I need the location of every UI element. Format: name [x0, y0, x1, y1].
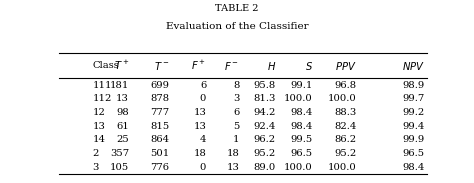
Text: Class: Class — [92, 61, 119, 70]
Text: 98.4: 98.4 — [291, 122, 313, 131]
Text: $S$: $S$ — [305, 60, 313, 72]
Text: $T^-$: $T^-$ — [154, 60, 169, 72]
Text: 95.2: 95.2 — [254, 149, 276, 158]
Text: 25: 25 — [116, 135, 129, 144]
Text: 13: 13 — [116, 94, 129, 103]
Text: 0: 0 — [200, 163, 206, 172]
Text: 99.2: 99.2 — [402, 108, 425, 117]
Text: 1: 1 — [233, 135, 239, 144]
Text: 112: 112 — [92, 94, 112, 103]
Text: 18: 18 — [193, 149, 206, 158]
Text: 111: 111 — [92, 81, 112, 90]
Text: 99.5: 99.5 — [291, 135, 313, 144]
Text: 3: 3 — [233, 94, 239, 103]
Text: TABLE 2: TABLE 2 — [215, 4, 259, 13]
Text: 100.0: 100.0 — [328, 163, 357, 172]
Text: 61: 61 — [116, 122, 129, 131]
Text: 12: 12 — [92, 108, 105, 117]
Text: 99.4: 99.4 — [402, 122, 425, 131]
Text: 3: 3 — [92, 163, 99, 172]
Text: 92.4: 92.4 — [254, 122, 276, 131]
Text: 5: 5 — [233, 122, 239, 131]
Text: 6: 6 — [233, 108, 239, 117]
Text: 357: 357 — [110, 149, 129, 158]
Text: 100.0: 100.0 — [328, 94, 357, 103]
Text: 98.9: 98.9 — [402, 81, 425, 90]
Text: 2: 2 — [92, 149, 99, 158]
Text: 99.9: 99.9 — [402, 135, 425, 144]
Text: $F^+$: $F^+$ — [191, 59, 206, 72]
Text: 864: 864 — [150, 135, 169, 144]
Text: 4: 4 — [200, 135, 206, 144]
Text: 13: 13 — [193, 108, 206, 117]
Text: 105: 105 — [110, 163, 129, 172]
Text: 777: 777 — [150, 108, 169, 117]
Text: $T^+$: $T^+$ — [114, 59, 129, 72]
Text: 82.4: 82.4 — [335, 122, 357, 131]
Text: 96.8: 96.8 — [335, 81, 357, 90]
Text: 99.7: 99.7 — [402, 94, 425, 103]
Text: 14: 14 — [92, 135, 105, 144]
Text: 95.2: 95.2 — [335, 149, 357, 158]
Text: 501: 501 — [150, 149, 169, 158]
Text: 18: 18 — [227, 149, 239, 158]
Text: 96.2: 96.2 — [254, 135, 276, 144]
Text: Evaluation of the Classifier: Evaluation of the Classifier — [166, 22, 308, 31]
Text: 8: 8 — [233, 81, 239, 90]
Text: 81.3: 81.3 — [254, 94, 276, 103]
Text: 94.2: 94.2 — [254, 108, 276, 117]
Text: 98: 98 — [116, 108, 129, 117]
Text: 13: 13 — [92, 122, 105, 131]
Text: 98.4: 98.4 — [291, 108, 313, 117]
Text: 98.4: 98.4 — [402, 163, 425, 172]
Text: 0: 0 — [200, 94, 206, 103]
Text: 100.0: 100.0 — [284, 94, 313, 103]
Text: 88.3: 88.3 — [335, 108, 357, 117]
Text: $F^-$: $F^-$ — [224, 60, 239, 72]
Text: 95.8: 95.8 — [254, 81, 276, 90]
Text: 99.1: 99.1 — [291, 81, 313, 90]
Text: 699: 699 — [150, 81, 169, 90]
Text: 776: 776 — [150, 163, 169, 172]
Text: $PPV$: $PPV$ — [335, 60, 357, 72]
Text: 181: 181 — [109, 81, 129, 90]
Text: 815: 815 — [150, 122, 169, 131]
Text: 86.2: 86.2 — [335, 135, 357, 144]
Text: 6: 6 — [200, 81, 206, 90]
Text: $NPV$: $NPV$ — [402, 60, 425, 72]
Text: 89.0: 89.0 — [254, 163, 276, 172]
Text: $H$: $H$ — [267, 60, 276, 72]
Text: 13: 13 — [193, 122, 206, 131]
Text: 96.5: 96.5 — [291, 149, 313, 158]
Text: 96.5: 96.5 — [402, 149, 425, 158]
Text: 878: 878 — [150, 94, 169, 103]
Text: 100.0: 100.0 — [284, 163, 313, 172]
Text: 13: 13 — [227, 163, 239, 172]
